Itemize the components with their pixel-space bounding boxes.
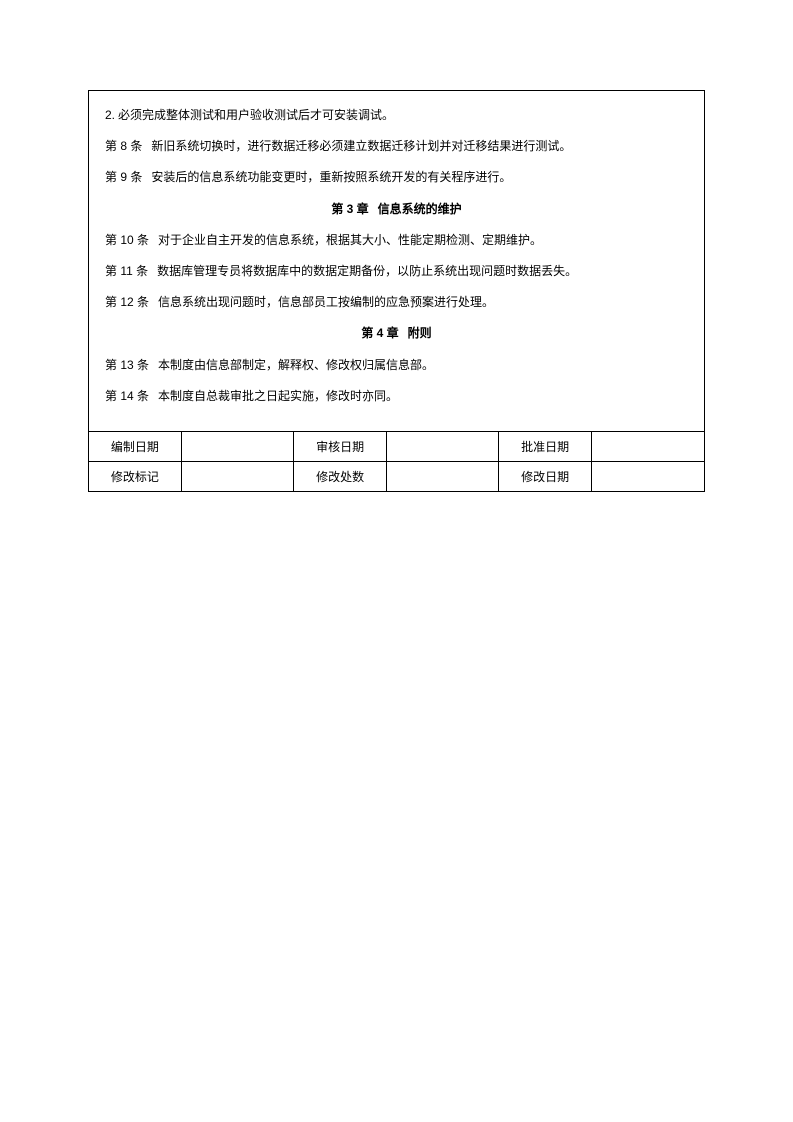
- article-10: 第 10 条 对于企业自主开发的信息系统，根据其大小、性能定期检测、定期维护。: [105, 228, 688, 253]
- modify-mark-value: [181, 461, 294, 491]
- modify-count-value: [386, 461, 499, 491]
- chapter-number: 第 3 章: [331, 202, 368, 216]
- article-number: 第 10 条: [105, 233, 149, 247]
- article-number: 第 11 条: [105, 264, 148, 278]
- signature-table: 编制日期 审核日期 批准日期 修改标记 修改处数 修改日期: [89, 431, 704, 492]
- chapter-number: 第 4 章: [361, 326, 398, 340]
- article-text: 对于企业自主开发的信息系统，根据其大小、性能定期检测、定期维护。: [158, 233, 542, 247]
- modify-date-label: 修改日期: [499, 461, 591, 491]
- modify-count-label: 修改处数: [294, 461, 386, 491]
- article-13: 第 13 条 本制度由信息部制定，解释权、修改权归属信息部。: [105, 353, 688, 378]
- item-number: 2.: [105, 108, 115, 122]
- article-text: 信息系统出现问题时，信息部员工按编制的应急预案进行处理。: [158, 295, 494, 309]
- article-text: 本制度由信息部制定，解释权、修改权归属信息部。: [158, 358, 434, 372]
- table-row: 编制日期 审核日期 批准日期: [89, 431, 704, 461]
- article-number: 第 9 条: [105, 170, 142, 184]
- article-number: 第 12 条: [105, 295, 149, 309]
- review-date-value: [386, 431, 499, 461]
- content-area: 2. 必须完成整体测试和用户验收测试后才可安装调试。 第 8 条 新旧系统切换时…: [89, 91, 704, 431]
- chapter-title: 信息系统的维护: [378, 202, 462, 216]
- compile-date-label: 编制日期: [89, 431, 181, 461]
- chapter-title: 附则: [408, 326, 432, 340]
- article-text: 安装后的信息系统功能变更时，重新按照系统开发的有关程序进行。: [151, 170, 511, 184]
- modify-mark-label: 修改标记: [89, 461, 181, 491]
- article-14: 第 14 条 本制度自总裁审批之日起实施，修改时亦同。: [105, 384, 688, 409]
- article-text: 本制度自总裁审批之日起实施，修改时亦同。: [158, 389, 398, 403]
- list-item-2: 2. 必须完成整体测试和用户验收测试后才可安装调试。: [105, 103, 688, 128]
- approve-date-label: 批准日期: [499, 431, 591, 461]
- article-number: 第 8 条: [105, 139, 142, 153]
- article-text: 数据库管理专员将数据库中的数据定期备份，以防止系统出现问题时数据丢失。: [157, 264, 577, 278]
- article-8: 第 8 条 新旧系统切换时，进行数据迁移必须建立数据迁移计划并对迁移结果进行测试…: [105, 134, 688, 159]
- article-number: 第 13 条: [105, 358, 149, 372]
- document-frame: 2. 必须完成整体测试和用户验收测试后才可安装调试。 第 8 条 新旧系统切换时…: [88, 90, 705, 492]
- article-number: 第 14 条: [105, 389, 149, 403]
- item-text: 必须完成整体测试和用户验收测试后才可安装调试。: [118, 108, 394, 122]
- article-text: 新旧系统切换时，进行数据迁移必须建立数据迁移计划并对迁移结果进行测试。: [151, 139, 571, 153]
- table-row: 修改标记 修改处数 修改日期: [89, 461, 704, 491]
- review-date-label: 审核日期: [294, 431, 386, 461]
- chapter-3-heading: 第 3 章 信息系统的维护: [105, 197, 688, 222]
- article-9: 第 9 条 安装后的信息系统功能变更时，重新按照系统开发的有关程序进行。: [105, 165, 688, 190]
- article-12: 第 12 条 信息系统出现问题时，信息部员工按编制的应急预案进行处理。: [105, 290, 688, 315]
- compile-date-value: [181, 431, 294, 461]
- approve-date-value: [591, 431, 704, 461]
- article-11: 第 11 条 数据库管理专员将数据库中的数据定期备份，以防止系统出现问题时数据丢…: [105, 259, 688, 284]
- modify-date-value: [591, 461, 704, 491]
- chapter-4-heading: 第 4 章 附则: [105, 321, 688, 346]
